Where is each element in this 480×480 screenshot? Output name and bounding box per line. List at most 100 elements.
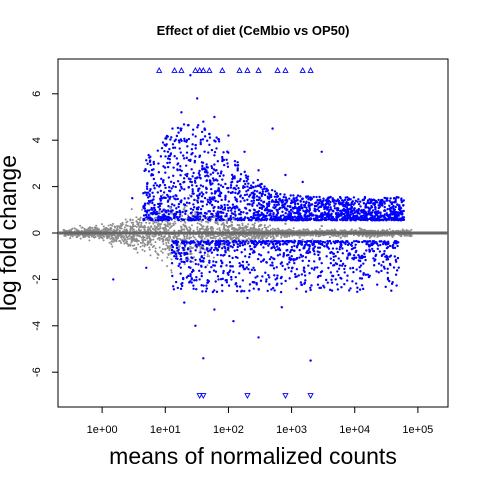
- cloud-point-grey: [140, 208, 143, 211]
- cloud-point-grey: [155, 226, 158, 229]
- cloud-point-blue: [174, 198, 177, 201]
- cloud-point-blue: [283, 193, 286, 196]
- cloud-point-blue: [158, 204, 162, 208]
- cloud-point-blue: [263, 215, 266, 218]
- cloud-point-blue: [299, 195, 302, 198]
- cloud-point-blue: [359, 215, 362, 219]
- cloud-point-blue: [220, 204, 223, 207]
- cloud-point-blue: [366, 218, 370, 221]
- cloud-point-blue: [144, 213, 148, 217]
- cloud-point-blue: [281, 198, 284, 202]
- cloud-point-grey: [156, 252, 159, 255]
- cloud-point-grey: [172, 237, 175, 240]
- cloud-point-grey: [189, 227, 192, 230]
- cloud-point-grey: [167, 253, 170, 256]
- cloud-point-grey: [130, 221, 133, 224]
- cloud-point-grey: [186, 234, 189, 237]
- cloud-point-blue: [208, 136, 212, 139]
- cloud-point-grey: [335, 235, 338, 238]
- cloud-point-blue: [164, 155, 167, 158]
- cloud-point-blue: [382, 260, 385, 264]
- cloud-point-blue: [194, 262, 198, 266]
- cloud-point-blue: [182, 154, 185, 157]
- cloud-point-blue: [227, 217, 231, 221]
- cloud-point-grey: [321, 234, 324, 237]
- cloud-point-blue: [357, 198, 360, 201]
- cloud-point-blue: [203, 196, 207, 200]
- cloud-point-blue: [251, 204, 254, 207]
- cloud-point-grey: [246, 238, 249, 241]
- cloud-point-blue: [275, 213, 278, 217]
- cloud-point-blue: [214, 218, 218, 222]
- cloud-point-grey: [241, 229, 244, 232]
- cloud-point-blue: [331, 209, 335, 213]
- cloud-point-grey: [192, 246, 195, 249]
- cloud-point-blue: [333, 264, 336, 267]
- cloud-point-grey: [199, 249, 202, 252]
- cloud-point-blue: [160, 218, 164, 222]
- cloud-point-grey: [110, 234, 113, 237]
- cloud-point-grey: [112, 237, 115, 240]
- cloud-point-blue: [263, 185, 266, 188]
- cloud-point-blue: [199, 251, 202, 254]
- cloud-point-blue: [279, 290, 283, 294]
- cloud-point-grey: [224, 229, 227, 232]
- cloud-point-blue: [266, 211, 269, 215]
- cloud-point-grey: [108, 241, 111, 244]
- cloud-point-blue: [336, 209, 339, 212]
- cloud-point-blue: [201, 167, 204, 170]
- cloud-point-blue: [179, 165, 182, 168]
- cloud-point-blue: [234, 164, 237, 167]
- cloud-point-grey: [206, 215, 209, 218]
- cloud-point-blue: [211, 196, 214, 199]
- cloud-point-blue: [323, 207, 326, 211]
- cloud-point-blue: [224, 182, 227, 186]
- cloud-point-blue: [201, 161, 205, 164]
- cloud-point-blue: [178, 262, 181, 266]
- cloud-point-blue: [271, 286, 275, 290]
- cloud-point-grey: [247, 237, 250, 240]
- cloud-point-grey: [100, 223, 103, 226]
- cloud-point-grey: [167, 225, 170, 228]
- cloud-point-blue: [194, 218, 198, 221]
- cloud-point-grey: [103, 227, 106, 230]
- cloud-point-grey: [139, 216, 142, 219]
- cloud-point-blue: [148, 193, 151, 196]
- cloud-point-grey: [164, 225, 167, 228]
- cloud-point-grey: [218, 237, 221, 240]
- cloud-point-grey: [166, 223, 169, 226]
- cloud-point-blue: [166, 165, 170, 169]
- cloud-point-blue: [216, 159, 220, 163]
- cloud-point-grey: [107, 224, 110, 227]
- cloud-point-blue: [324, 202, 328, 206]
- cloud-point-blue: [371, 217, 374, 220]
- cloud-point-blue: [283, 205, 286, 209]
- cloud-point-blue: [379, 215, 383, 219]
- cloud-point-blue: [356, 290, 359, 294]
- cloud-point-blue: [315, 216, 318, 219]
- cloud-point-blue: [371, 209, 375, 212]
- cloud-point-grey: [191, 260, 194, 263]
- cloud-point-blue: [329, 200, 332, 204]
- cloud-point-grey: [287, 229, 290, 232]
- cloud-point-grey: [220, 223, 223, 226]
- cloud-point-grey: [146, 234, 149, 237]
- cloud-point-blue: [388, 279, 391, 283]
- cloud-point-blue: [327, 211, 330, 215]
- cloud-point-blue: [217, 278, 220, 281]
- cloud-point-blue: [260, 194, 263, 198]
- cloud-point-grey: [213, 235, 216, 238]
- cloud-point-blue: [337, 212, 340, 215]
- cloud-point-grey: [245, 229, 248, 232]
- cloud-point-blue: [148, 217, 151, 220]
- cloud-point-blue: [268, 193, 271, 196]
- cloud-point-blue: [212, 260, 215, 263]
- cloud-point-grey: [205, 229, 208, 232]
- cloud-point-blue: [211, 290, 215, 294]
- cloud-point-blue: [343, 198, 347, 202]
- cloud-point-grey: [199, 224, 202, 227]
- cloud-point-grey: [126, 236, 129, 239]
- cloud-point-grey: [222, 234, 225, 237]
